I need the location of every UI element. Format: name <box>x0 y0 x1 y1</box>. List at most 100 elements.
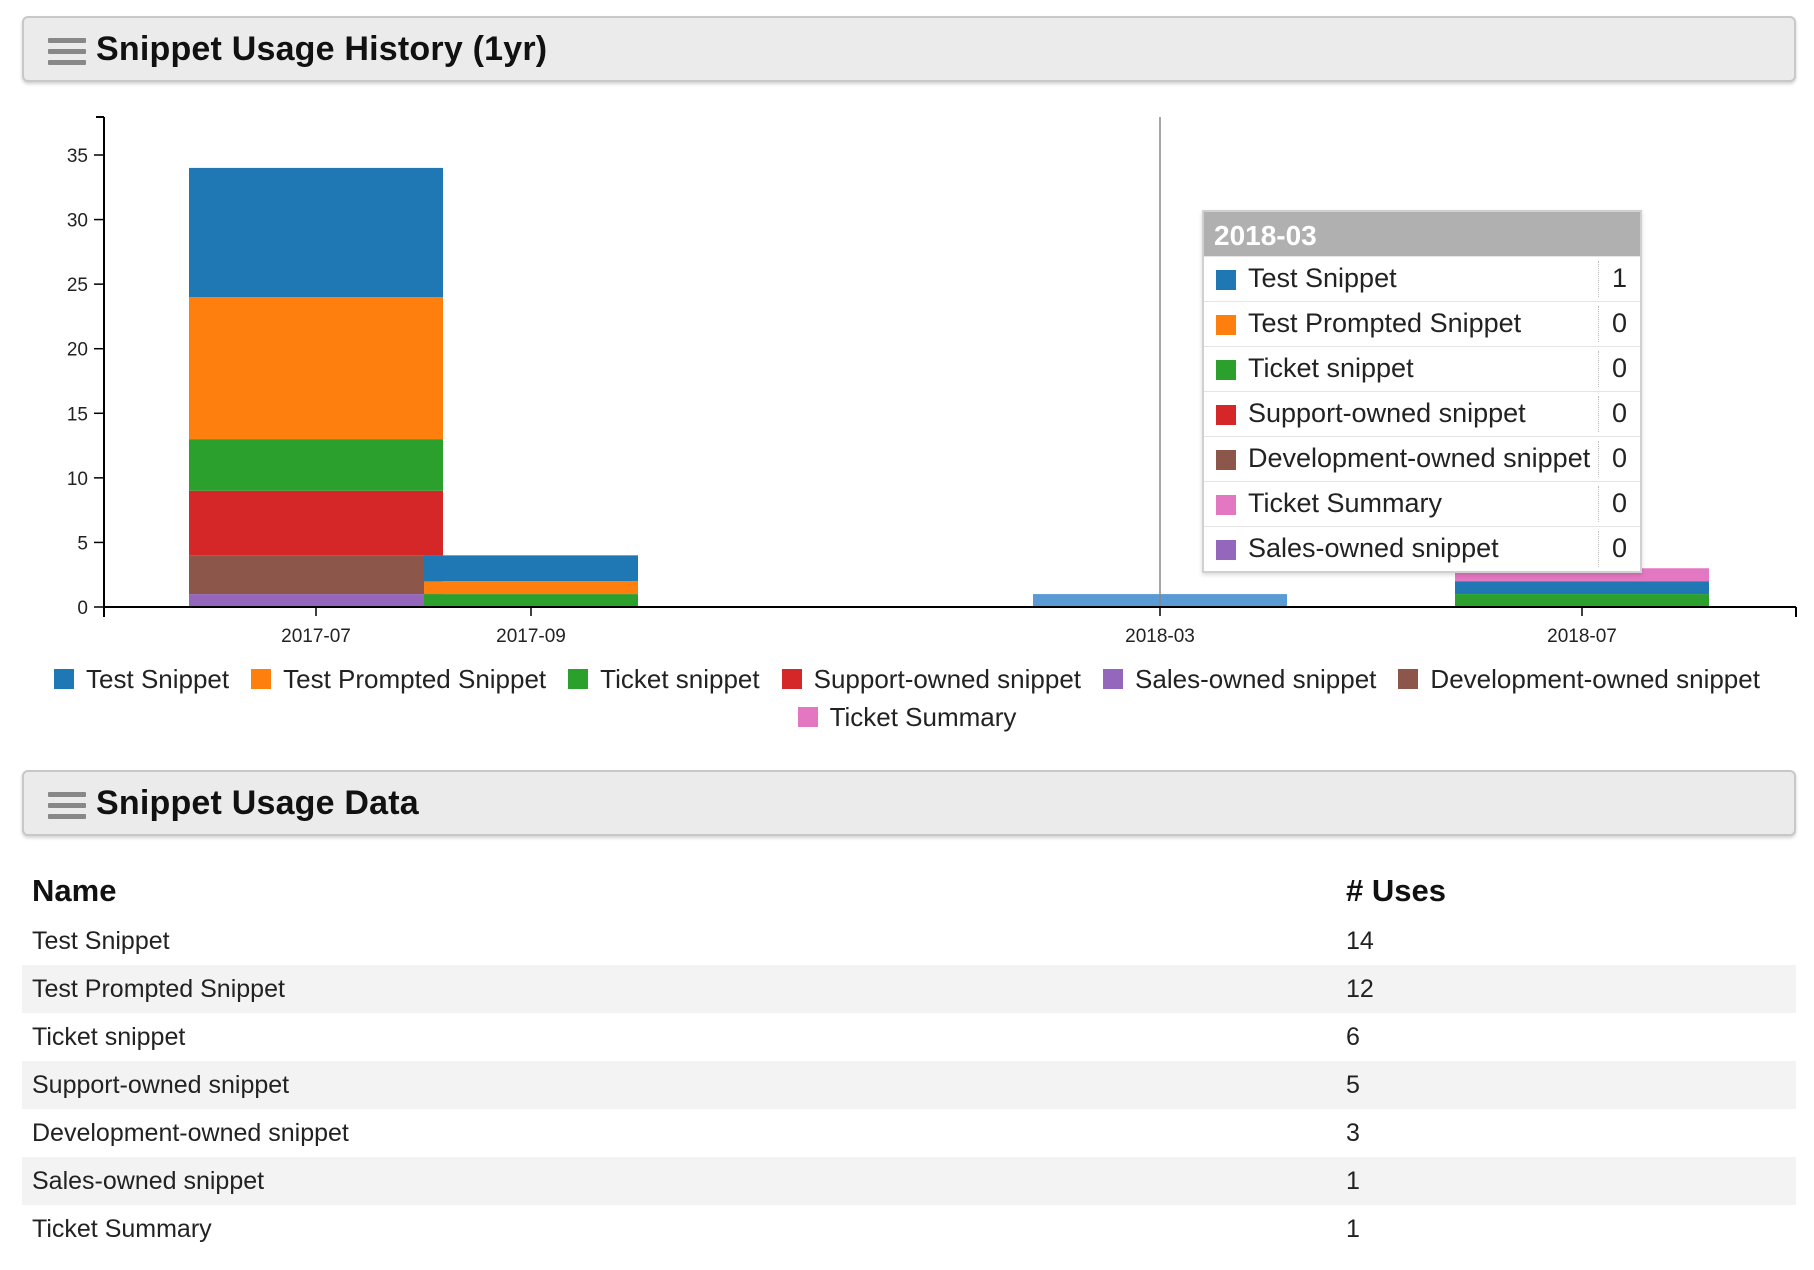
table-row: Ticket Summary 1 <box>22 1205 1796 1253</box>
bar-segment <box>189 297 443 440</box>
legend-label: Development-owned snippet <box>1430 663 1760 694</box>
tooltip-swatch <box>1216 540 1236 560</box>
menu-icon[interactable] <box>48 38 86 68</box>
legend-swatch <box>1398 669 1419 689</box>
legend-swatch <box>568 669 589 689</box>
x-tick-label: 2017-07 <box>281 626 351 647</box>
legend-item[interactable]: Ticket snippet <box>568 663 760 695</box>
tooltip-separator <box>1598 531 1599 567</box>
tooltip-value: 0 <box>1612 443 1628 473</box>
tooltip-series-name: Development-owned snippet <box>1248 443 1591 473</box>
legend-label: Ticket snippet <box>600 663 760 694</box>
tooltip-row: Sales-owned snippet 0 <box>1204 526 1640 571</box>
tooltip-row: Ticket snippet 0 <box>1204 346 1640 391</box>
tooltip-swatch <box>1216 270 1236 290</box>
snippet-name-cell: Support-owned snippet <box>22 1061 1336 1109</box>
chart-tooltip: 2018-03 Test Snippet 1 Test Prompted Snipp… <box>1202 210 1642 573</box>
legend-swatch <box>781 669 802 689</box>
legend-item[interactable]: Test Prompted Snippet <box>251 664 546 695</box>
bar-segment <box>1455 581 1709 595</box>
tooltip-value: 0 <box>1612 533 1628 563</box>
bar-segment <box>424 581 638 595</box>
tooltip-value: 0 <box>1612 398 1628 428</box>
table-row: Ticket snippet 6 <box>22 1013 1796 1061</box>
usage-history-header[interactable]: Snippet Usage History (1yr) <box>22 16 1796 82</box>
tooltip-row: Test Prompted Snippet 0 <box>1204 301 1640 346</box>
tooltip-row: Ticket Summary 0 <box>1204 481 1640 526</box>
y-tick-label: 0 <box>77 598 88 619</box>
usage-data-title: Snippet Usage Data <box>96 784 419 822</box>
legend-swatch <box>251 669 272 689</box>
x-tick-label: 2018-07 <box>1547 626 1617 647</box>
legend-label: Ticket Summary <box>829 701 1017 732</box>
tooltip-value: 1 <box>1612 263 1628 293</box>
snippet-uses-cell: 14 <box>1346 926 1374 955</box>
y-tick-label: 10 <box>67 469 88 490</box>
snippet-name-cell: Test Prompted Snippet <box>22 965 1336 1013</box>
bar-segment <box>189 555 443 595</box>
tooltip-series-name: Ticket snippet <box>1248 353 1414 383</box>
bar-segment <box>189 490 443 556</box>
menu-icon[interactable] <box>48 792 86 822</box>
legend-item[interactable]: Development-owned snippet <box>1398 664 1760 695</box>
tooltip-separator <box>1598 351 1599 387</box>
y-tick-label: 15 <box>67 404 88 425</box>
snippet-name-cell: Sales-owned snippet <box>22 1157 1336 1205</box>
usage-data-table: Name # Uses Test Snippet 14 Test Prompted … <box>22 865 1796 1253</box>
bar-segment <box>1455 594 1709 607</box>
table-row: Test Snippet 14 <box>22 917 1796 965</box>
y-tick-label: 5 <box>77 533 88 554</box>
y-tick-label: 20 <box>67 340 88 361</box>
snippet-uses-cell: 6 <box>1346 1022 1360 1051</box>
usage-data-header[interactable]: Snippet Usage Data <box>22 770 1796 836</box>
table-row: Development-owned snippet 3 <box>22 1109 1796 1157</box>
legend-label: Test Prompted Snippet <box>283 663 547 694</box>
tooltip-row: Test Snippet 1 <box>1204 256 1640 301</box>
tooltip-swatch <box>1216 495 1236 515</box>
tooltip-series-name: Support-owned snippet <box>1248 398 1526 428</box>
bar-segment <box>189 594 443 607</box>
tooltip-series-name: Ticket Summary <box>1248 488 1443 518</box>
name-column-header[interactable]: Name <box>32 873 117 908</box>
y-tick-label: 35 <box>67 146 88 167</box>
uses-column-header[interactable]: # Uses <box>1346 873 1446 908</box>
snippet-name-cell: Ticket snippet <box>32 1022 186 1051</box>
legend-swatch <box>1103 669 1124 689</box>
bar-segment <box>424 555 638 582</box>
tooltip-separator <box>1598 306 1599 342</box>
legend-item[interactable]: Ticket Summary <box>797 701 1017 733</box>
tooltip-swatch <box>1216 450 1236 470</box>
snippet-uses-cell: 5 <box>1336 1061 1796 1109</box>
tooltip-value: 0 <box>1612 308 1628 338</box>
chart-legend: Test Snippet Test Prompted Snippet Ticket … <box>0 660 1814 736</box>
tooltip-swatch <box>1216 360 1236 380</box>
tooltip-separator <box>1598 396 1599 432</box>
legend-item[interactable]: Sales-owned snippet <box>1103 664 1376 695</box>
tooltip-title: 2018-03 <box>1204 212 1640 256</box>
tooltip-swatch <box>1216 405 1236 425</box>
y-tick-label: 25 <box>67 275 88 296</box>
tooltip-separator <box>1598 486 1599 522</box>
x-tick-label: 2017-09 <box>496 626 566 647</box>
tooltip-value: 0 <box>1612 488 1628 518</box>
x-tick-label: 2018-03 <box>1125 626 1195 647</box>
tooltip-series-name: Test Snippet <box>1248 263 1397 293</box>
tooltip-row: Support-owned snippet 0 <box>1204 391 1640 436</box>
legend-item[interactable]: Support-owned snippet <box>781 663 1082 695</box>
bar-segment <box>424 594 638 607</box>
table-row: Sales-owned snippet 1 <box>22 1157 1796 1205</box>
snippet-uses-cell: 1 <box>1336 1157 1796 1205</box>
tooltip-series-name: Sales-owned snippet <box>1248 533 1499 563</box>
legend-label: Sales-owned snippet <box>1135 663 1377 694</box>
tooltip-separator <box>1598 441 1599 477</box>
snippet-uses-cell: 1 <box>1346 1214 1360 1243</box>
bar-segment <box>189 167 443 298</box>
legend-item[interactable]: Test Snippet <box>54 664 229 695</box>
bar-segment <box>189 439 443 491</box>
tooltip-value: 0 <box>1612 353 1628 383</box>
table-row: Test Prompted Snippet 12 <box>22 965 1796 1013</box>
legend-label: Support-owned snippet <box>813 663 1082 694</box>
y-tick-label: 30 <box>67 211 88 232</box>
snippet-name-cell: Development-owned snippet <box>32 1118 349 1147</box>
